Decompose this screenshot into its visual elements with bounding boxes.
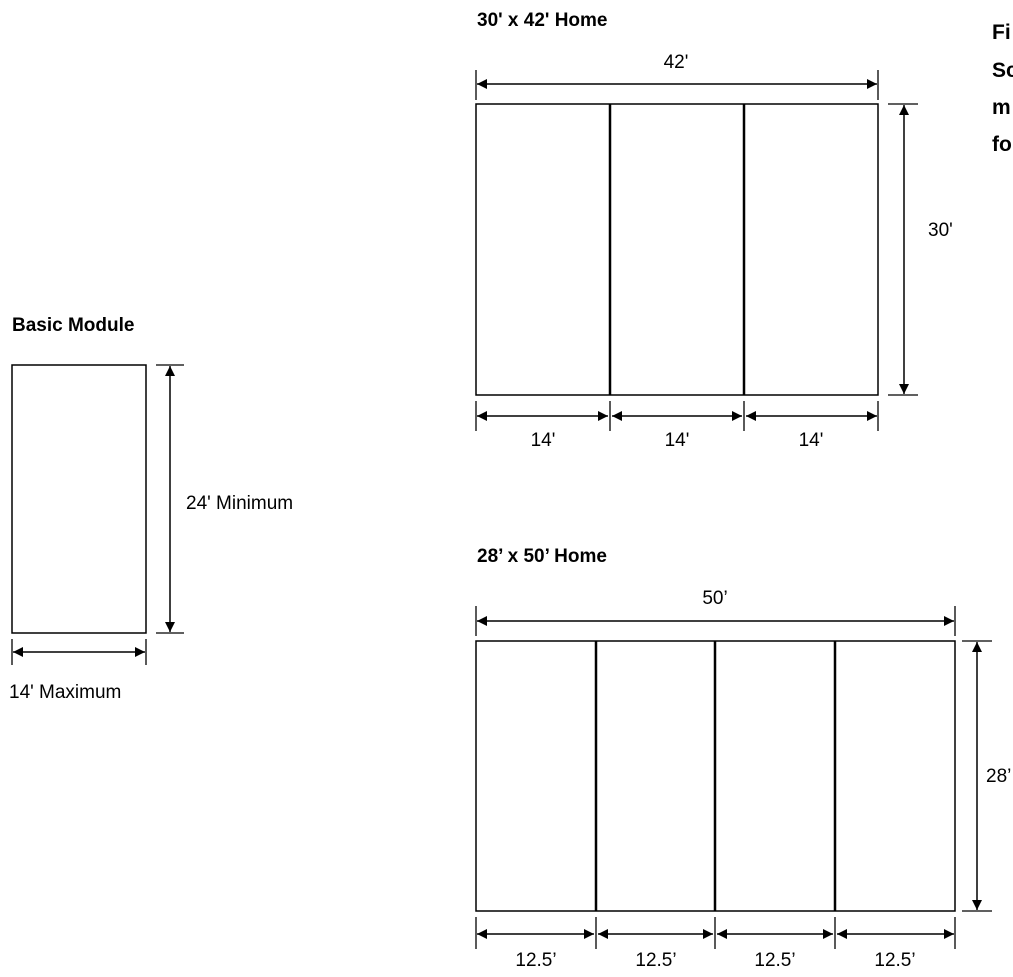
home-28x50-module-width-label: 12.5’ bbox=[515, 950, 556, 971]
home-30x42-module-width-label: 14' bbox=[665, 430, 690, 451]
figure-caption: Fi Sc m fo bbox=[992, 21, 1013, 156]
home-30x42-module-width-label: 14' bbox=[799, 430, 824, 451]
home-30x42-group: 30' x 42' Home 42' 30' 14' 14' 14' bbox=[475, 10, 953, 451]
basic-module-group: Basic Module 24' Minimum 14' Maximum bbox=[9, 315, 293, 703]
basic-module-box bbox=[11, 364, 147, 634]
home-30x42-plan bbox=[475, 103, 879, 396]
home-30x42-title: 30' x 42' Home bbox=[477, 10, 608, 31]
home-28x50-width-label: 50’ bbox=[702, 588, 727, 609]
caption-line-1: Fi bbox=[992, 21, 1011, 44]
home-28x50-module-width-label: 12.5’ bbox=[635, 950, 676, 971]
home-28x50-height-label: 28’ bbox=[986, 766, 1011, 787]
home-30x42-module-width-label: 14' bbox=[531, 430, 556, 451]
caption-line-3: m bbox=[992, 96, 1011, 119]
home-28x50-module-width-label: 12.5’ bbox=[874, 950, 915, 971]
home-30x42-width-label: 42' bbox=[664, 52, 689, 73]
home-30x42-height-label: 30' bbox=[928, 220, 953, 241]
home-28x50-group: 28’ x 50’ Home 50’ 28’ 12.5’ 12.5’ 12.5’… bbox=[475, 546, 1011, 971]
home-28x50-title: 28’ x 50’ Home bbox=[477, 546, 607, 567]
basic-module-title: Basic Module bbox=[12, 315, 134, 336]
caption-line-2: Sc bbox=[992, 59, 1013, 82]
home-28x50-module-width-label: 12.5’ bbox=[754, 950, 795, 971]
basic-width-label: 14' Maximum bbox=[9, 682, 121, 703]
basic-height-label: 24' Minimum bbox=[186, 493, 293, 514]
caption-line-4: fo bbox=[992, 133, 1012, 156]
